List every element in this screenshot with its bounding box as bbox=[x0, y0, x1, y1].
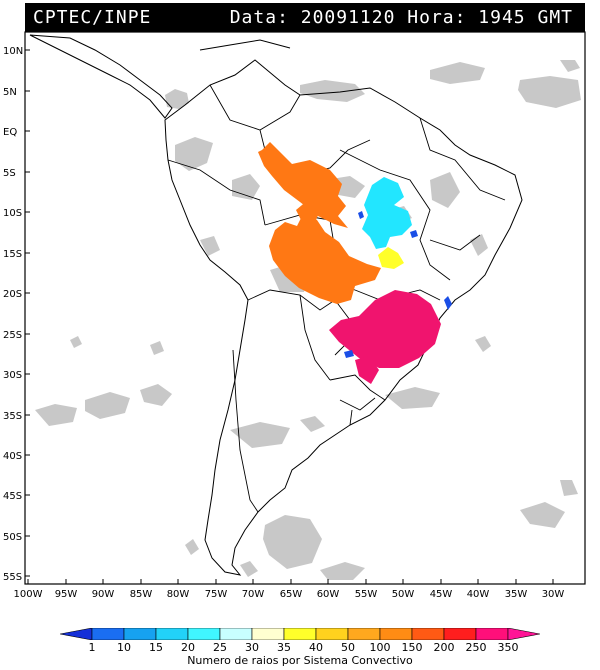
lat-label: 20S bbox=[3, 289, 22, 300]
lon-label: 100W bbox=[14, 589, 43, 600]
legend-label: 20 bbox=[181, 641, 195, 654]
system-cyan bbox=[362, 177, 412, 249]
lon-label: 30W bbox=[542, 589, 565, 600]
system-blue-1 bbox=[410, 230, 418, 238]
map-frame bbox=[24, 31, 586, 585]
lon-label: 35W bbox=[505, 589, 528, 600]
coastlines bbox=[29, 34, 523, 576]
legend-label: 35 bbox=[277, 641, 291, 654]
legend-swatch bbox=[507, 628, 540, 640]
latitude-labels: 10N 5N EQ 5S 10S 15S 20S 25S 30S 35S 40S… bbox=[3, 46, 23, 583]
legend-label: 100 bbox=[369, 641, 391, 654]
datetime-label: Data: 20091120 Hora: 1945 GMT bbox=[229, 7, 573, 28]
legend-swatch bbox=[60, 628, 93, 640]
system-yellow bbox=[378, 247, 404, 269]
legend-swatch bbox=[187, 628, 221, 640]
system-magenta-tail bbox=[355, 356, 379, 384]
lon-label: 85W bbox=[130, 589, 153, 600]
legend-label: 350 bbox=[497, 641, 519, 654]
lat-label: 35S bbox=[3, 411, 22, 422]
legend-labels: 1 10 15 20 25 30 35 40 50 100 150 200 25… bbox=[60, 641, 540, 654]
legend-swatch bbox=[155, 628, 189, 640]
lat-label: 30S bbox=[3, 370, 22, 381]
legend-label: 30 bbox=[245, 641, 259, 654]
longitude-labels: 100W 95W 90W 85W 80W 75W 70W 65W 60W 55W… bbox=[14, 589, 565, 600]
lon-label: 75W bbox=[205, 589, 228, 600]
legend-label: 150 bbox=[401, 641, 423, 654]
legend-swatch bbox=[315, 628, 349, 640]
legend-label: 40 bbox=[309, 641, 323, 654]
system-blue-4 bbox=[358, 211, 364, 219]
legend-swatch bbox=[379, 628, 413, 640]
legend-label: 200 bbox=[433, 641, 455, 654]
legend-label: 250 bbox=[465, 641, 487, 654]
lon-label: 90W bbox=[92, 589, 115, 600]
legend-swatch bbox=[283, 628, 317, 640]
legend-swatch bbox=[251, 628, 285, 640]
lon-label: 40W bbox=[467, 589, 490, 600]
source-label: CPTEC/INPE bbox=[33, 7, 152, 28]
lat-label: 5N bbox=[3, 87, 17, 98]
system-magenta bbox=[329, 290, 441, 368]
lat-label: 50S bbox=[3, 532, 22, 543]
legend-label: 50 bbox=[341, 641, 355, 654]
caribbean-coast bbox=[199, 39, 291, 51]
legend-colorbar bbox=[60, 628, 540, 640]
lon-label: 50W bbox=[392, 589, 415, 600]
system-orange-small bbox=[296, 200, 322, 222]
legend-label: 25 bbox=[213, 641, 227, 654]
lat-label: 45S bbox=[3, 491, 22, 502]
legend-label: 10 bbox=[117, 641, 131, 654]
system-orange-south bbox=[269, 214, 381, 304]
cloud-cover bbox=[35, 60, 581, 580]
system-orange-north bbox=[258, 142, 348, 228]
legend-label: 15 bbox=[149, 641, 163, 654]
legend-title: Numero de raios por Sistema Convectivo bbox=[187, 654, 413, 667]
legend-swatch bbox=[91, 628, 125, 640]
lat-label: 5S bbox=[3, 168, 16, 179]
legend-swatch bbox=[123, 628, 157, 640]
lat-label: EQ bbox=[3, 127, 17, 138]
south-america-coast bbox=[164, 59, 523, 576]
longitude-ticks bbox=[27, 579, 554, 584]
lon-label: 55W bbox=[355, 589, 378, 600]
legend-label: 1 bbox=[88, 641, 96, 654]
lat-label: 55S bbox=[3, 572, 22, 583]
lon-label: 80W bbox=[167, 589, 190, 600]
lat-label: 25S bbox=[3, 330, 22, 341]
lon-label: 65W bbox=[280, 589, 303, 600]
lat-label: 10N bbox=[3, 46, 23, 57]
system-blue-2 bbox=[444, 296, 452, 310]
lon-label: 60W bbox=[317, 589, 340, 600]
legend-swatch bbox=[411, 628, 445, 640]
lon-label: 95W bbox=[55, 589, 78, 600]
legend-swatch bbox=[443, 628, 477, 640]
lat-label: 10S bbox=[3, 208, 22, 219]
legend-swatch bbox=[475, 628, 509, 640]
lat-label: 40S bbox=[3, 451, 22, 462]
color-legend: 1 10 15 20 25 30 35 40 50 100 150 200 25… bbox=[60, 628, 540, 668]
header-bar: CPTEC/INPE Data: 20091120 Hora: 1945 GMT bbox=[25, 3, 585, 32]
lon-label: 70W bbox=[242, 589, 265, 600]
lat-label: 15S bbox=[3, 249, 22, 260]
central-america-coast bbox=[29, 34, 173, 119]
legend-swatch bbox=[347, 628, 381, 640]
legend-swatch bbox=[219, 628, 253, 640]
lon-label: 45W bbox=[430, 589, 453, 600]
convective-systems bbox=[258, 142, 452, 384]
system-blue-3 bbox=[344, 350, 354, 358]
latitude-ticks bbox=[25, 49, 30, 577]
